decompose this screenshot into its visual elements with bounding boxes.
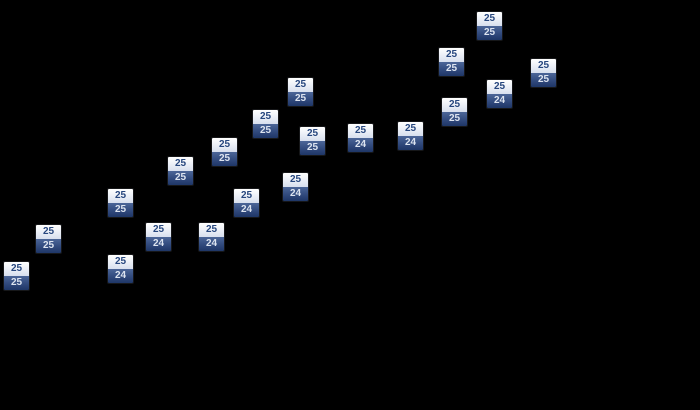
data-point-bottom-value: 25 (168, 171, 193, 185)
data-point-bottom-value: 24 (398, 136, 423, 150)
data-point-bottom-value: 24 (146, 237, 171, 251)
data-point-bottom-value: 25 (4, 276, 29, 290)
data-point-top-value: 25 (253, 110, 278, 124)
data-point-bottom-value: 25 (442, 112, 467, 126)
data-point-top-value: 25 (283, 173, 308, 187)
data-point-label: 25 24 (234, 189, 259, 217)
data-point-label: 25 24 (108, 255, 133, 283)
data-point-bottom-value: 24 (487, 94, 512, 108)
data-point-top-value: 25 (398, 122, 423, 136)
data-point-label: 25 25 (4, 262, 29, 290)
data-point-top-value: 25 (199, 223, 224, 237)
data-point-label: 25 24 (398, 122, 423, 150)
data-point-label: 25 25 (442, 98, 467, 126)
data-point-top-value: 25 (36, 225, 61, 239)
data-point-label: 25 24 (146, 223, 171, 251)
data-point-bottom-value: 25 (36, 239, 61, 253)
data-point-top-value: 25 (477, 12, 502, 26)
data-point-label: 25 25 (477, 12, 502, 40)
data-point-bottom-value: 25 (477, 26, 502, 40)
data-point-bottom-value: 25 (300, 141, 325, 155)
data-point-bottom-value: 25 (288, 92, 313, 106)
data-point-label: 25 24 (283, 173, 308, 201)
data-point-top-value: 25 (4, 262, 29, 276)
data-point-label: 25 25 (439, 48, 464, 76)
data-point-label: 25 25 (253, 110, 278, 138)
data-point-top-value: 25 (168, 157, 193, 171)
data-point-top-value: 25 (288, 78, 313, 92)
data-point-bottom-value: 25 (439, 62, 464, 76)
data-point-bottom-value: 24 (234, 203, 259, 217)
data-point-label: 25 25 (288, 78, 313, 106)
data-point-bottom-value: 25 (212, 152, 237, 166)
data-point-label: 25 24 (487, 80, 512, 108)
data-point-top-value: 25 (300, 127, 325, 141)
data-point-bottom-value: 24 (283, 187, 308, 201)
data-point-bottom-value: 24 (348, 138, 373, 152)
data-point-label: 25 25 (36, 225, 61, 253)
data-point-top-value: 25 (108, 189, 133, 203)
data-point-label: 25 25 (108, 189, 133, 217)
data-point-top-value: 25 (531, 59, 556, 73)
data-point-bottom-value: 25 (531, 73, 556, 87)
data-point-label: 25 24 (199, 223, 224, 251)
data-point-top-value: 25 (439, 48, 464, 62)
data-point-bottom-value: 24 (199, 237, 224, 251)
data-point-top-value: 25 (146, 223, 171, 237)
data-point-label: 25 25 (300, 127, 325, 155)
data-point-top-value: 25 (212, 138, 237, 152)
data-point-label: 25 25 (531, 59, 556, 87)
data-point-bottom-value: 24 (108, 269, 133, 283)
data-point-bottom-value: 25 (108, 203, 133, 217)
data-point-top-value: 25 (108, 255, 133, 269)
data-point-label: 25 25 (168, 157, 193, 185)
data-point-top-value: 25 (348, 124, 373, 138)
data-point-top-value: 25 (487, 80, 512, 94)
data-point-top-value: 25 (234, 189, 259, 203)
data-point-label: 25 25 (212, 138, 237, 166)
data-point-bottom-value: 25 (253, 124, 278, 138)
data-point-top-value: 25 (442, 98, 467, 112)
data-point-label: 25 24 (348, 124, 373, 152)
